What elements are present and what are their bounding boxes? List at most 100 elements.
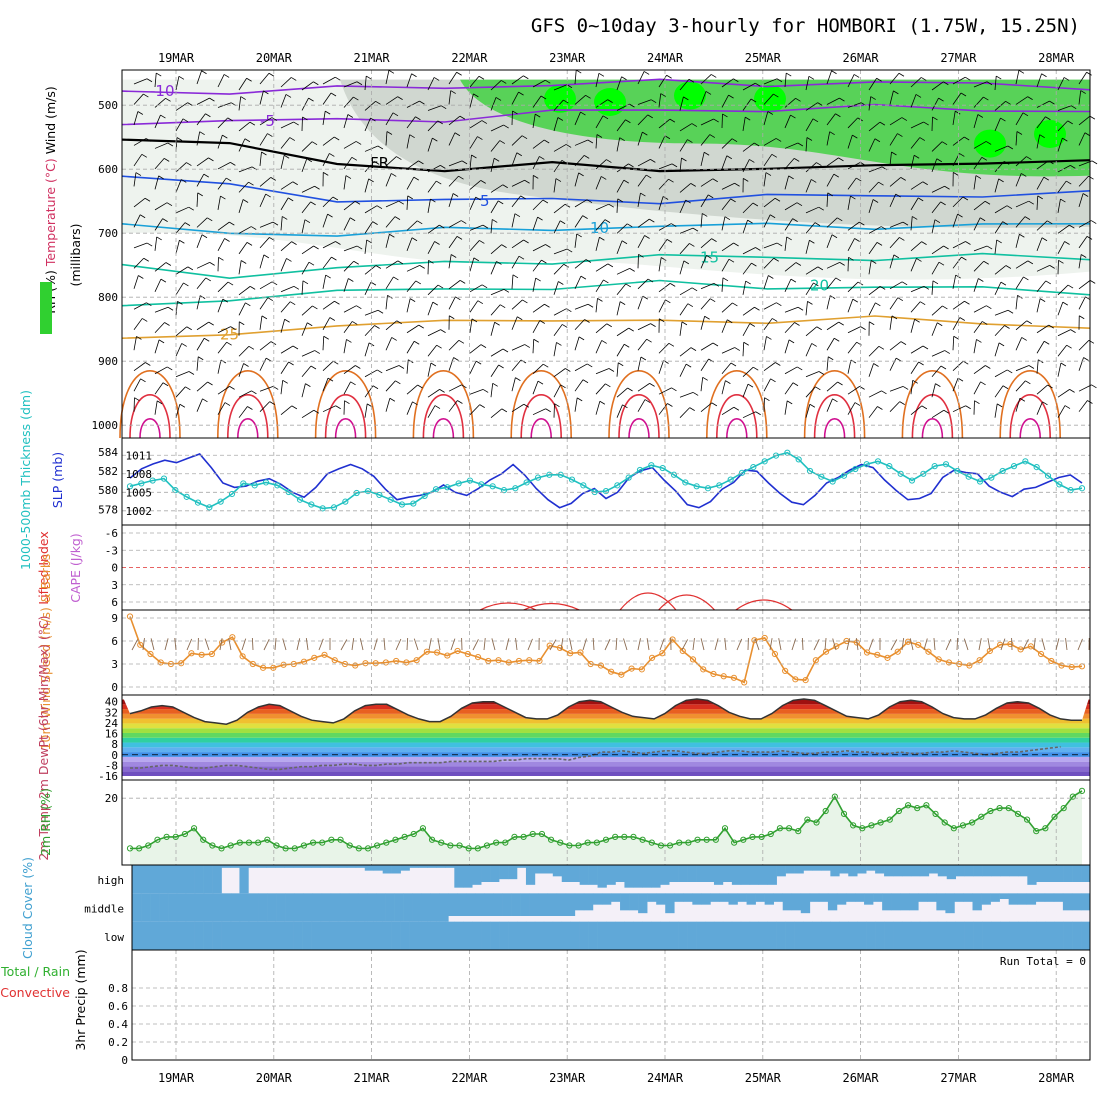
wind-barb	[1057, 284, 1069, 296]
wind-barb-flag	[523, 239, 529, 244]
wind-barb-flag	[659, 318, 665, 323]
wind-barb-flag	[558, 281, 564, 285]
wind-barb	[511, 152, 518, 167]
wind-barb-flag	[242, 199, 249, 203]
wind-barb	[1078, 384, 1092, 392]
rh-point	[428, 836, 436, 843]
wind-barb-flag	[199, 131, 205, 136]
wind-barb	[994, 385, 1004, 398]
cloud-bar	[400, 921, 410, 950]
wind-barb	[847, 386, 860, 395]
wind-point	[433, 649, 441, 656]
wind-barb-flag	[605, 383, 611, 388]
wind-barb-flag	[239, 321, 245, 326]
wind-barb	[217, 102, 232, 108]
wind-barb-flag	[646, 338, 652, 343]
wind-barb-flag	[323, 335, 329, 340]
wind-barb	[217, 402, 226, 415]
wind-barb-flag	[496, 261, 502, 265]
rh-point	[923, 802, 930, 809]
wind-barb-flag	[755, 82, 761, 87]
wind-barb-flag	[1016, 131, 1023, 135]
wind-barb-flag	[879, 121, 886, 126]
wind-barb	[427, 389, 440, 398]
wind-barb	[217, 135, 223, 149]
wind-barb-flag	[1049, 100, 1055, 105]
wind-barb	[1057, 344, 1067, 357]
wind-barb-flag	[881, 390, 887, 395]
slp-point	[466, 477, 474, 484]
cloud-bar	[1080, 893, 1091, 911]
wind-barb	[280, 301, 291, 313]
wind-barb	[196, 398, 203, 412]
wind-barb-flag	[733, 406, 740, 411]
wind-barb-flag	[1063, 77, 1070, 81]
cloud-bar	[1009, 921, 1019, 950]
wind-barb-flag	[136, 336, 142, 340]
wind-barb-flag	[829, 131, 835, 136]
wind-barb	[784, 382, 794, 395]
cloud-bar	[525, 865, 536, 885]
wind-barb-flag	[998, 178, 1004, 183]
wind-barb	[574, 70, 577, 85]
temp-line	[129, 698, 1082, 725]
wind-barb	[490, 219, 493, 234]
cloud-bar	[534, 921, 545, 950]
wind-barb-flag	[165, 262, 172, 266]
wind-barb-flag	[815, 386, 821, 391]
wind-barb-flag	[725, 380, 731, 384]
wind-barb-flag	[480, 180, 486, 184]
wind-barb-flag	[869, 321, 875, 326]
wind-barb-flag	[502, 184, 508, 189]
wind-barb-flag	[291, 77, 297, 81]
wind-barb-flag	[146, 242, 153, 247]
slp-point	[999, 467, 1006, 475]
wind-barb-flag	[306, 158, 312, 163]
cloud-bar	[276, 893, 286, 922]
wind-barb	[973, 96, 984, 108]
precip-ylabel: 3hr Precip (mm)	[73, 949, 88, 1050]
wind-barb-flag	[261, 151, 267, 156]
slp-left-tick: 582	[98, 465, 118, 478]
wind-barb	[952, 213, 958, 228]
cloud-bar	[674, 893, 684, 902]
cloud-bar	[839, 865, 849, 874]
wind-barb-flag	[878, 345, 885, 350]
wind-barb-flag	[587, 139, 594, 144]
cloud-bar	[339, 893, 350, 922]
wind-barb	[343, 96, 354, 108]
li-ytick: 3	[111, 579, 118, 592]
cloud-bar	[1071, 893, 1082, 911]
wind-barb	[406, 160, 419, 170]
wind-barb	[251, 637, 254, 651]
wind-barb-flag	[555, 178, 562, 182]
slp-point	[489, 483, 496, 490]
wind-barb	[1036, 324, 1049, 334]
wind-barb	[322, 377, 329, 392]
isotherm-loop-40	[726, 418, 748, 439]
rh-point	[612, 833, 619, 840]
wind-barb	[133, 275, 139, 289]
wind-barb-flag	[302, 280, 309, 285]
rh-point	[291, 845, 298, 852]
wind-barb-flag	[455, 296, 461, 301]
wind-barb	[219, 638, 223, 651]
wind-barb	[1015, 234, 1020, 248]
wind-barb-flag	[923, 285, 930, 290]
wind-barb-flag	[377, 309, 384, 314]
slp-point	[602, 487, 610, 495]
rh-point	[383, 839, 390, 846]
wind-barb-flag	[240, 260, 247, 264]
slp-point	[557, 471, 564, 478]
wind-point	[331, 657, 338, 664]
cloud-bar	[266, 865, 276, 868]
wind-barb	[901, 638, 905, 651]
wind-barb	[721, 155, 728, 170]
wind-barb-flag	[201, 234, 208, 239]
wind-barb-flag	[135, 172, 142, 176]
isotherm-line	[121, 138, 1091, 173]
wind-barb	[406, 176, 415, 190]
wind-barb-flag	[985, 141, 992, 145]
wind-barb-flag	[776, 242, 783, 247]
wind-barb	[469, 136, 478, 149]
